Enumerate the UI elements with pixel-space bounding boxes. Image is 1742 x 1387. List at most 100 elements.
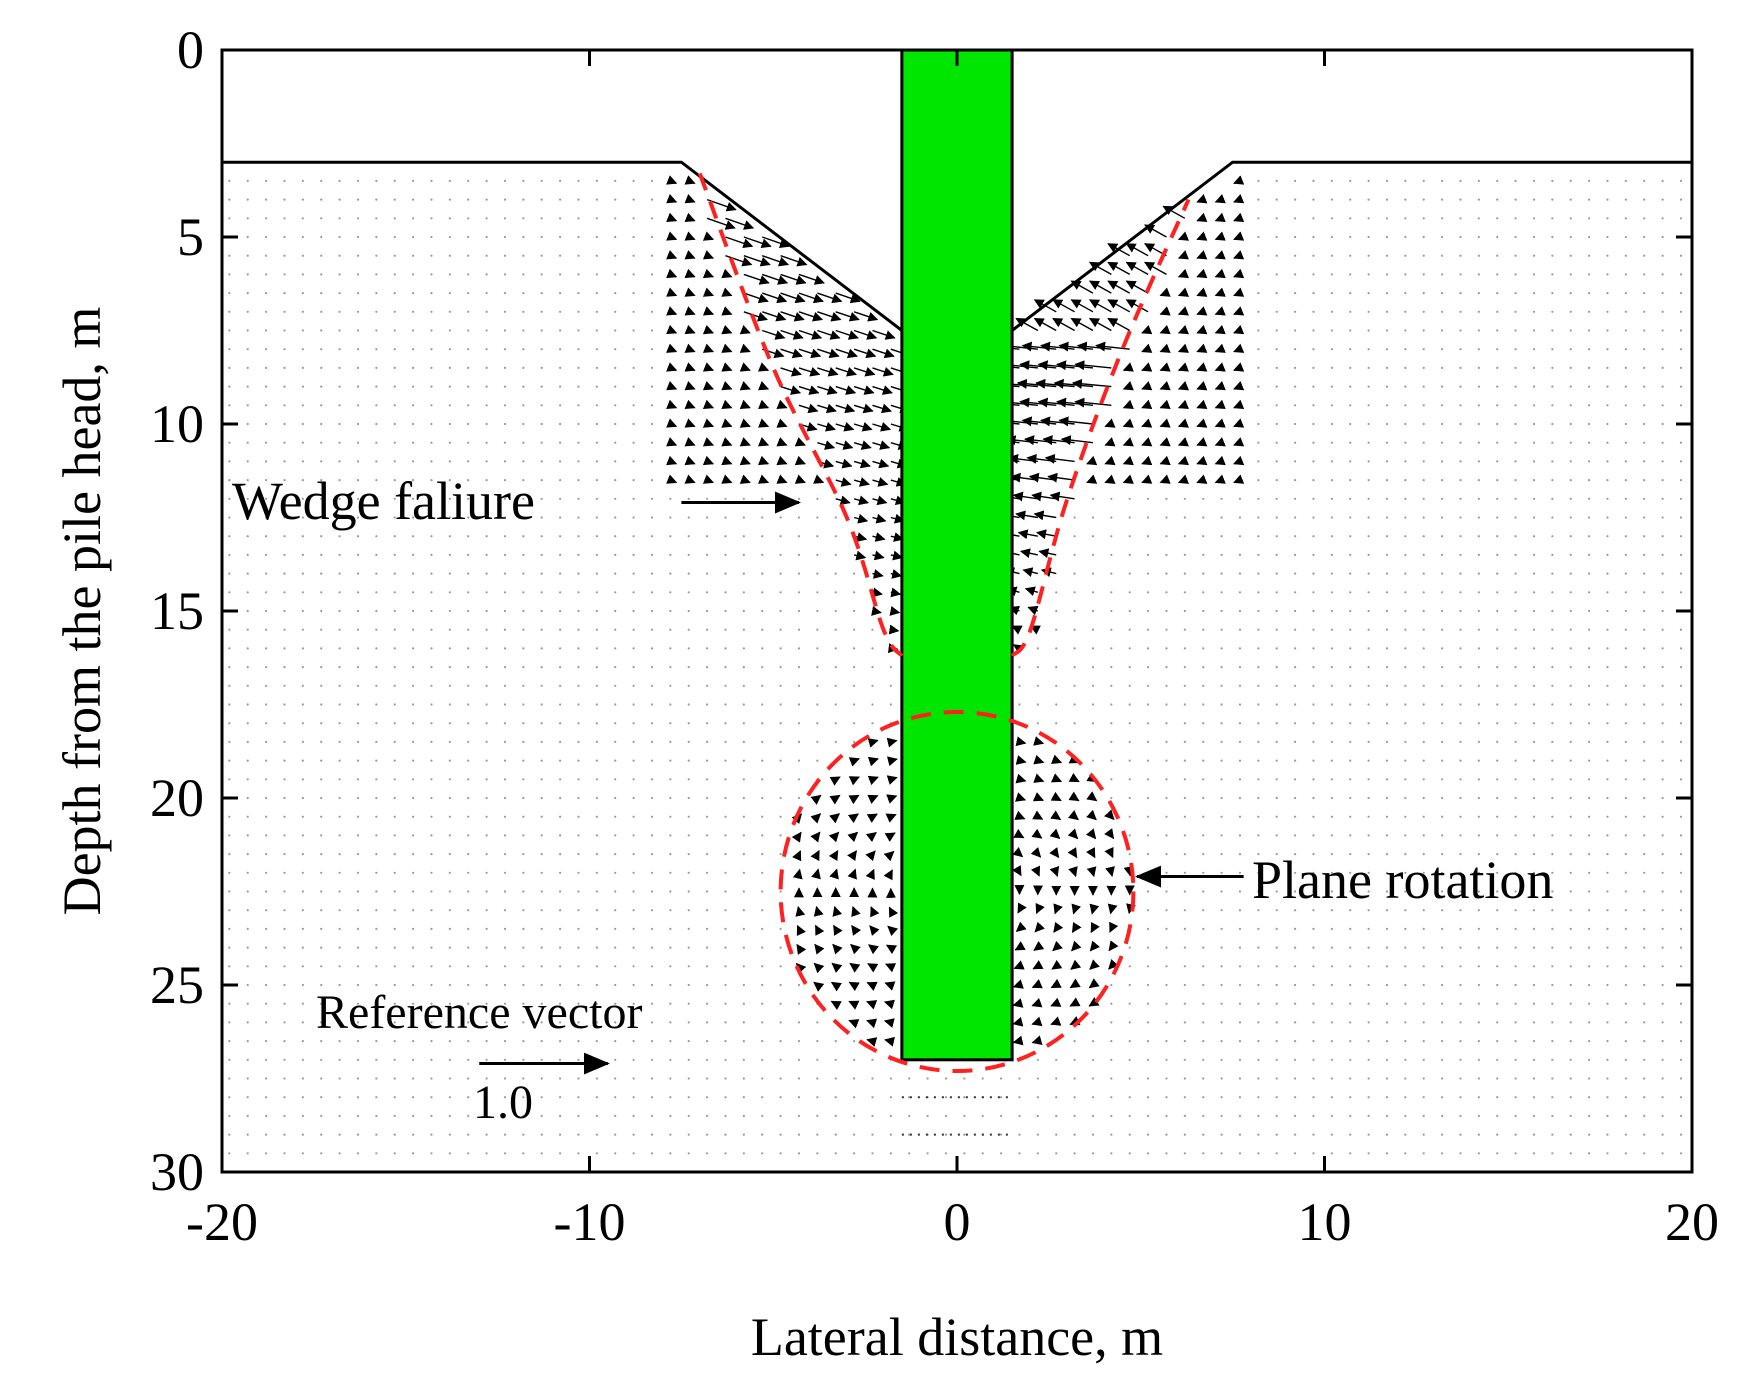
displacement-vector [1104, 418, 1116, 428]
vector-dot [430, 572, 433, 575]
vector-dot [246, 198, 249, 201]
vector-dot [761, 740, 764, 744]
displacement-vector [1053, 903, 1063, 915]
vector-dot [1404, 778, 1407, 781]
y-tick-label: 25 [150, 955, 204, 1015]
vector-dot [301, 497, 304, 500]
vector-dot [320, 385, 323, 388]
vector-dot [1275, 796, 1278, 800]
vector-dot [1551, 1096, 1554, 1099]
displacement-vector [817, 329, 841, 340]
vector-dot [1385, 516, 1389, 519]
vector-dot [1367, 553, 1370, 557]
vector-dot [320, 553, 323, 557]
vector-dot [1588, 834, 1591, 837]
vector-dot [1459, 179, 1462, 182]
displacement-vector [810, 794, 822, 805]
vector-dot [1477, 422, 1480, 426]
vector-dot [1459, 404, 1462, 407]
vector-dot [1202, 796, 1205, 800]
vector-dot [650, 535, 654, 538]
vector-dot [1294, 965, 1297, 968]
vector-dot [706, 815, 709, 818]
vector-dot [1312, 385, 1315, 388]
vector-dot [1091, 1114, 1095, 1117]
vector-dot [1202, 815, 1205, 818]
vector-dot [246, 778, 249, 781]
displacement-vector [761, 273, 789, 285]
vector-dot [614, 441, 617, 444]
vector-dot [448, 628, 451, 631]
vector-dot [1532, 1040, 1536, 1043]
vector-dot [1459, 946, 1462, 949]
displacement-vector [739, 381, 751, 391]
vector-dot [1606, 1002, 1609, 1005]
vector-dot [320, 292, 323, 295]
vector-dot [1551, 366, 1554, 369]
vector-dot [1459, 329, 1462, 332]
vector-dot [448, 179, 451, 182]
vector-dot [412, 1152, 415, 1155]
vector-dot [283, 703, 286, 706]
vector-dot [1385, 927, 1389, 931]
vector-dot [1496, 553, 1499, 557]
displacement-vector [684, 474, 696, 484]
vector-dot [1514, 254, 1517, 257]
displacement-vector [721, 437, 733, 447]
vector-dot [1441, 1114, 1444, 1117]
vector-dot [1257, 1114, 1260, 1117]
vector-dot [1385, 217, 1389, 220]
vector-dot [1606, 217, 1609, 220]
vector-dot [522, 703, 525, 706]
x-tick-label: 20 [1665, 1192, 1719, 1252]
displacement-vector [761, 236, 790, 249]
vector-dot [1532, 740, 1536, 744]
displacement-vector [1035, 902, 1045, 915]
vector-dot [1275, 516, 1278, 519]
vector-dot [246, 815, 249, 818]
vector-dot [889, 684, 892, 687]
vector-dot [650, 310, 654, 313]
vector-dot [1624, 722, 1627, 725]
vector-dot [632, 479, 635, 482]
vector-dot [430, 778, 433, 781]
vector-dot [1422, 1002, 1425, 1005]
vector-dot [1404, 1096, 1407, 1099]
vector-dot [559, 1021, 562, 1024]
vector-dot [559, 927, 562, 931]
displacement-vector [1049, 847, 1060, 859]
vector-dot [559, 292, 562, 295]
displacement-vector [721, 474, 733, 484]
vector-dot [1367, 1021, 1370, 1024]
vector-dot [650, 1133, 654, 1136]
vector-dot [1018, 1133, 1021, 1136]
vector-dot [1110, 553, 1113, 557]
displacement-vector [1122, 418, 1134, 428]
vector-dot [1312, 1152, 1315, 1155]
vector-dot [614, 535, 617, 538]
vector-dot [1257, 983, 1260, 987]
displacement-vector [883, 850, 895, 862]
y-tick-label: 0 [177, 20, 204, 80]
displacement-vector-field [228, 175, 1683, 1155]
vector-dot [485, 479, 488, 482]
vector-dot [559, 460, 562, 463]
vector-dot [228, 329, 231, 332]
vector-dot [1202, 647, 1205, 650]
vector-dot [1147, 572, 1150, 575]
vector-dot [1257, 647, 1260, 650]
displacement-vector [883, 869, 893, 881]
vector-dot [577, 329, 580, 332]
vector-dot [1128, 796, 1131, 800]
vector-dot [1661, 460, 1664, 463]
vector-dot [669, 703, 672, 706]
vector-dot [1202, 591, 1205, 594]
displacement-vector [872, 587, 883, 598]
vector-dot [485, 1114, 488, 1117]
vector-dot [779, 535, 782, 538]
vector-dot [650, 983, 654, 987]
vector-dot [265, 292, 268, 295]
vector-dot [246, 740, 249, 744]
vector-dot [853, 740, 856, 744]
vector-dot [1165, 1002, 1168, 1005]
